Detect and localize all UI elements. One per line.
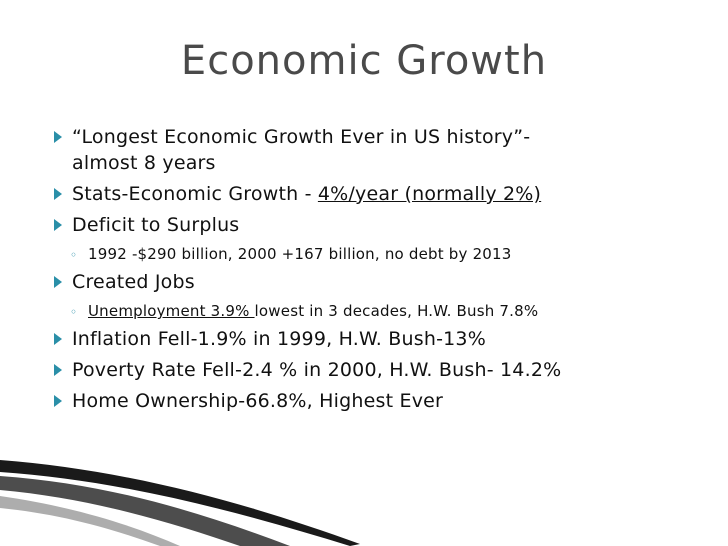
bullet-arrow-icon xyxy=(54,364,62,376)
decorative-swoosh xyxy=(0,456,380,546)
bullet-arrow-icon xyxy=(54,131,62,143)
bullet-arrow-icon xyxy=(54,188,62,200)
bullet-arrow-icon xyxy=(54,395,62,407)
circle-bullet-icon: ◦ xyxy=(70,248,78,262)
bullet-item: Deficit to Surplus xyxy=(52,212,702,238)
bullet-text-continuation: almost 8 years xyxy=(72,152,216,174)
bullet-text: Poverty Rate Fell-2.4 % in 2000, H.W. Bu… xyxy=(72,359,562,381)
bullet-text: Stats-Economic Growth - xyxy=(72,183,318,205)
sub-bullet-text: 1992 -$290 billion, 2000 +167 billion, n… xyxy=(88,245,512,263)
bullet-item: Stats-Economic Growth - 4%/year (normall… xyxy=(52,181,702,207)
bullet-item: Created Jobs xyxy=(52,269,702,295)
bullet-arrow-icon xyxy=(54,276,62,288)
bullet-item: “Longest Economic Growth Ever in US hist… xyxy=(52,124,702,176)
slide-title: Economic Growth xyxy=(180,38,548,84)
sub-bullet-text-underlined: Unemployment 3.9% xyxy=(88,302,255,320)
bullet-text: Created Jobs xyxy=(72,271,195,293)
bullet-item: Inflation Fell-1.9% in 1999, H.W. Bush-1… xyxy=(52,326,702,352)
bullet-text: Home Ownership-66.8%, Highest Ever xyxy=(72,390,444,412)
bullet-text-underlined: 4%/year (normally 2%) xyxy=(317,183,542,205)
bullet-list: “Longest Economic Growth Ever in US hist… xyxy=(52,124,702,419)
circle-bullet-icon: ◦ xyxy=(70,305,78,319)
bullet-text: “Longest Economic Growth Ever in US hist… xyxy=(72,126,531,148)
bullet-item: Poverty Rate Fell-2.4 % in 2000, H.W. Bu… xyxy=(52,357,702,383)
sub-bullet-text: lowest in 3 decades, H.W. Bush 7.8% xyxy=(254,302,539,320)
bullet-item: Home Ownership-66.8%, Highest Ever xyxy=(52,388,702,414)
sub-bullet-item: ◦ 1992 -$290 billion, 2000 +167 billion,… xyxy=(52,243,702,265)
bullet-arrow-icon xyxy=(54,333,62,345)
bullet-text: Inflation Fell-1.9% in 1999, H.W. Bush-1… xyxy=(72,328,486,350)
sub-bullet-item: ◦ Unemployment 3.9% lowest in 3 decades,… xyxy=(52,300,702,322)
bullet-arrow-icon xyxy=(54,219,62,231)
bullet-text: Deficit to Surplus xyxy=(72,214,240,236)
